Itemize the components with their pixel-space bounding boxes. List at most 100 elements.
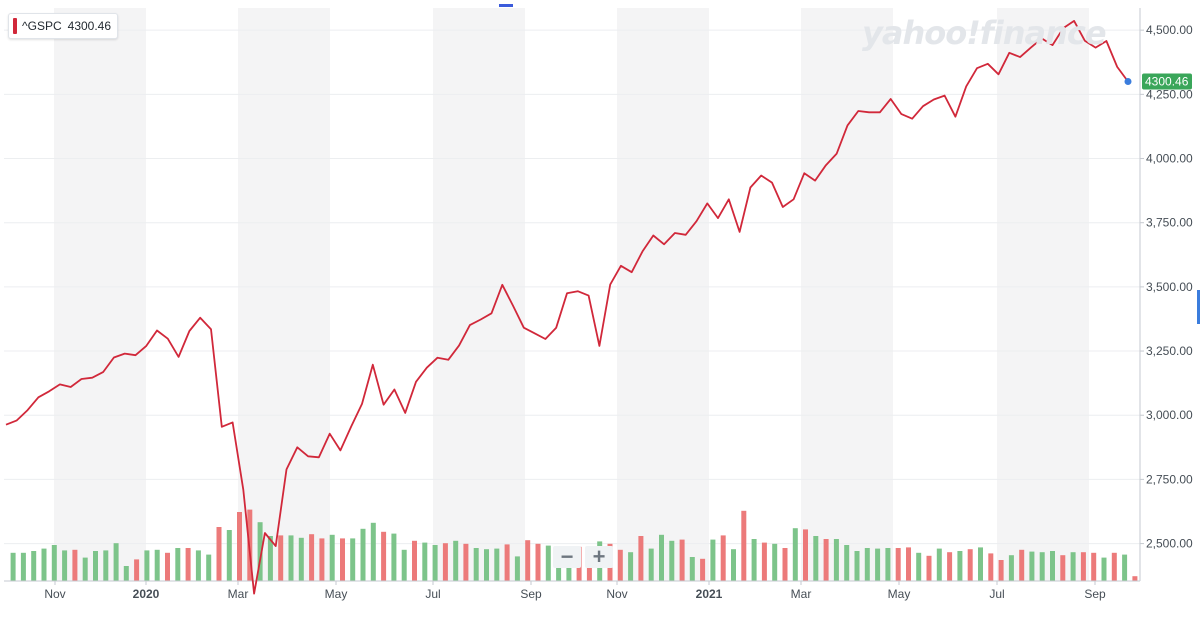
- volume-bar: [813, 536, 819, 581]
- volume-bar: [401, 549, 407, 581]
- volume-bar: [638, 536, 644, 581]
- volume-bar: [792, 528, 798, 581]
- y-tick-label: 2,500.00: [1146, 537, 1193, 551]
- x-tick-label: May: [325, 587, 348, 601]
- volume-bar: [1050, 551, 1055, 581]
- volume-bar: [134, 559, 140, 581]
- volume-bar: [967, 549, 973, 581]
- volume-bar: [72, 549, 78, 581]
- volume-bar: [926, 555, 932, 581]
- range-indicator: [499, 4, 513, 7]
- volume-bar: [360, 528, 366, 581]
- volume-bar: [463, 543, 469, 581]
- legend-symbol: ^GSPC: [22, 19, 62, 33]
- volume-bar: [350, 538, 356, 581]
- volume-bar: [1008, 555, 1014, 581]
- volume-bar: [113, 543, 119, 581]
- y-tick-label: 4,000.00: [1146, 152, 1193, 166]
- volume-bar: [51, 545, 57, 581]
- volume-bar: [195, 550, 201, 581]
- x-tick-label: Sep: [1084, 587, 1106, 601]
- series-color-swatch: [13, 18, 17, 34]
- shaded-period-band: [997, 8, 1089, 581]
- volume-bar: [329, 534, 335, 581]
- volume-bar: [340, 538, 345, 581]
- volume-bar: [978, 547, 983, 581]
- volume-bar: [391, 533, 397, 581]
- volume-bar: [175, 548, 181, 581]
- volume-bar: [545, 545, 551, 581]
- volume-bar: [504, 544, 510, 581]
- y-tick-label: 4,500.00: [1146, 23, 1193, 37]
- volume-bar: [803, 529, 808, 581]
- volume-bar: [442, 543, 448, 581]
- volume-bar: [237, 512, 242, 581]
- volume-bar: [82, 557, 88, 581]
- volume-bar: [854, 551, 860, 581]
- last-price-dot: [1124, 78, 1132, 85]
- volume-bar: [216, 527, 222, 581]
- y-tick-label: 3,750.00: [1146, 216, 1193, 230]
- volume-bar: [916, 552, 922, 581]
- x-tick-label: Sep: [520, 587, 542, 601]
- volume-bar: [782, 548, 788, 581]
- volume-bar: [1091, 552, 1097, 581]
- volume-bar: [288, 535, 294, 581]
- volume-bar: [31, 551, 37, 581]
- x-tick-label: Mar: [228, 587, 249, 601]
- volume-bar: [309, 534, 315, 581]
- price-line: [5, 19, 1129, 595]
- volume-bar: [165, 552, 170, 581]
- volume-bar: [422, 542, 428, 581]
- last-price-badge: [1142, 73, 1192, 90]
- volume-bar: [381, 531, 387, 581]
- volume-bar: [731, 549, 736, 581]
- volume-bar: [206, 554, 212, 581]
- volume-bar: [885, 548, 891, 581]
- volume-bar: [1080, 552, 1086, 581]
- scroll-handle[interactable]: [1197, 290, 1200, 324]
- volume-bar: [720, 535, 726, 581]
- zoom-out-button[interactable]: −: [553, 546, 581, 568]
- volume-bar: [514, 556, 520, 581]
- volume-bar: [298, 537, 304, 581]
- volume-bar: [823, 539, 829, 581]
- volume-bar: [41, 548, 47, 581]
- shaded-period-band: [54, 8, 146, 581]
- volume-bar: [947, 552, 953, 581]
- volume-bar: [473, 548, 479, 581]
- x-tick-label: 2021: [696, 587, 723, 601]
- volume-bar: [1029, 551, 1035, 581]
- volume-bar: [741, 510, 747, 581]
- volume-bar: [257, 522, 263, 581]
- volume-bar: [93, 551, 98, 581]
- volume-bar: [700, 558, 706, 581]
- y-tick-label: 4,250.00: [1146, 87, 1193, 101]
- x-tick-label: Nov: [44, 587, 65, 601]
- volume-bar: [1122, 554, 1128, 581]
- volume-bar: [1019, 549, 1025, 581]
- volume-bar: [1039, 552, 1045, 581]
- zoom-in-button[interactable]: +: [585, 546, 613, 568]
- volume-bar: [494, 548, 500, 581]
- y-tick-label: 2,750.00: [1146, 472, 1193, 486]
- volume-bar: [772, 543, 778, 581]
- volume-bar: [226, 530, 232, 581]
- volume-bar: [875, 548, 881, 581]
- series-legend[interactable]: ^GSPC 4300.46: [8, 13, 119, 39]
- last-price-label: 4300.46: [1145, 75, 1189, 89]
- volume-bar: [689, 557, 695, 581]
- volume-bar: [154, 549, 160, 581]
- volume-bar: [484, 549, 489, 581]
- shaded-period-band: [433, 8, 525, 581]
- volume-bar: [1111, 552, 1117, 581]
- volume-bar: [679, 539, 685, 581]
- volume-bar: [1132, 576, 1138, 581]
- volume-bar: [103, 550, 109, 581]
- volume-bar: [864, 548, 870, 581]
- volume-bar: [751, 539, 757, 581]
- volume-bar: [957, 551, 963, 581]
- volume-bar: [535, 543, 541, 581]
- x-tick-label: Nov: [606, 587, 627, 601]
